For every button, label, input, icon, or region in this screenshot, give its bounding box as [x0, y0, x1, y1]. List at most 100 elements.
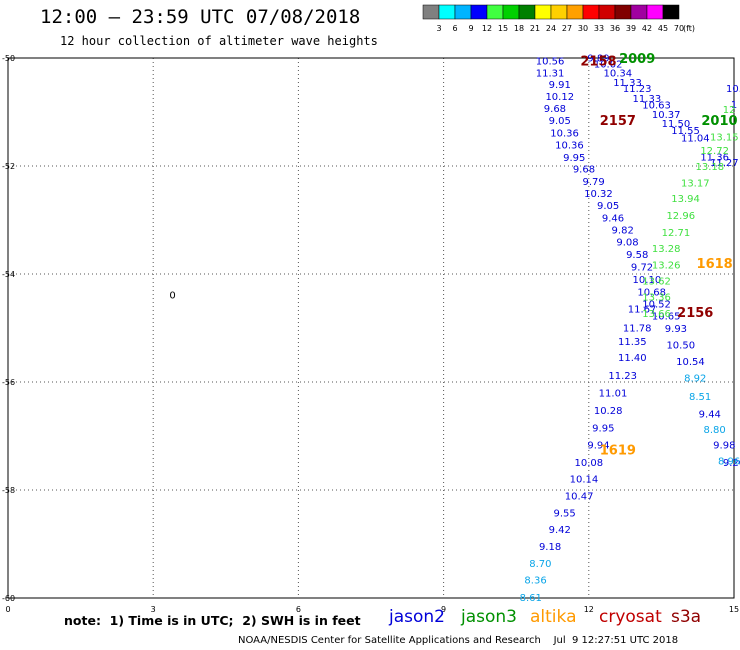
x-tick-label: 6 — [296, 605, 301, 614]
wave-height-label: 10.52 — [642, 300, 671, 311]
pass-time-label: 2157 — [600, 114, 636, 129]
wave-height-label: 10.47 — [565, 491, 594, 502]
wave-height-label: 9.72 — [631, 262, 653, 273]
pass-time-label: 2010 — [701, 114, 737, 129]
wave-height-label: 13.26 — [652, 260, 681, 271]
wave-height-label: 10.28 — [594, 406, 623, 417]
wave-height-label: 10.54 — [676, 357, 705, 368]
colorbar-swatch — [534, 4, 552, 20]
colorbar-swatch — [662, 4, 680, 20]
wave-height-label: 9.55 — [553, 509, 575, 520]
pass-time-label: 2156 — [677, 306, 713, 321]
wave-height-label: 11.23 — [623, 84, 652, 95]
wave-height-label: 13.62 — [642, 276, 671, 287]
colorbar-swatch — [486, 4, 504, 20]
wave-height-label: 11.33 — [633, 94, 662, 105]
wave-height-label: 8.80 — [704, 425, 726, 436]
pass-time-label: 1618 — [697, 257, 733, 272]
colorbar-label: (ft) — [683, 24, 695, 33]
wave-height-label: 1 — [731, 100, 737, 111]
wave-height-label: 9.58 — [626, 250, 648, 261]
plot-frame — [7, 57, 735, 599]
colorbar-swatch — [518, 4, 536, 20]
colorbar-label: 9 — [468, 24, 473, 33]
pass-time-labels: 2158 2009 2157 2010 1618 2156 1619 — [580, 52, 737, 459]
wave-height-label: 13.94 — [671, 194, 700, 205]
wave-height-label: 9.93 — [665, 324, 687, 335]
wave-height-label: 10.36 — [550, 129, 579, 140]
wave-height-label: 8.61 — [520, 593, 542, 604]
wave-height-label: 11.04 — [681, 133, 710, 144]
x-tick-label: 15 — [729, 605, 739, 614]
wave-height-label: 10.02 — [594, 59, 623, 70]
chart-subtitle: 12 hour collection of altimeter wave hei… — [60, 34, 378, 48]
wave-height-label: 11.55 — [671, 126, 700, 137]
wave-height-label: 9.08 — [616, 238, 638, 249]
wave-height-label: 10.10 — [633, 275, 662, 286]
y-tick-label: -58 — [2, 486, 15, 495]
wave-height-label: 12.72 — [700, 146, 729, 157]
pass-time-label: 2009 — [619, 52, 655, 67]
legend-s3a: s3a — [671, 607, 702, 627]
wave-height-label: 9.20 — [723, 458, 740, 469]
colorbar-swatch — [598, 4, 616, 20]
wave-height-label: 9.44 — [699, 409, 721, 420]
colorbar-swatch — [646, 4, 664, 20]
wave-height-label: 10.36 — [555, 140, 584, 151]
wave-height-label: 10.34 — [604, 69, 633, 80]
colorbar-label: 21 — [530, 24, 540, 33]
colorbar-label: 18 — [514, 24, 524, 33]
wave-height-label: 12 — [723, 105, 736, 116]
wave-height-label: 8.70 — [529, 559, 551, 570]
wave-height-label: 9.68 — [573, 165, 595, 176]
wave-height-label: 8.96 — [718, 456, 740, 467]
wave-height-label: 9.91 — [549, 80, 571, 91]
legend-jason3: jason3 — [461, 607, 517, 627]
colorbar-swatch — [550, 4, 568, 20]
colorbar-swatch — [470, 4, 488, 20]
wave-height-label: 9.42 — [549, 525, 571, 536]
colorbar-label: 39 — [626, 24, 636, 33]
wave-height-label: 10.56 — [536, 57, 565, 68]
colorbar-swatch — [454, 4, 472, 20]
wave-height-label: 13.17 — [681, 179, 710, 190]
wave-height-label: 11.36 — [700, 152, 729, 163]
legend-jason2: jason2 — [389, 607, 445, 627]
wave-height-label: 13.36 — [642, 293, 671, 304]
wave-height-label: 11.27 — [710, 158, 739, 169]
footnote: note: 1) Time is in UTC; 2) SWH is in fe… — [64, 613, 361, 628]
wave-height-label: 10.65 — [652, 312, 681, 323]
colorbar-swatch — [614, 4, 632, 20]
colorbar-label: 6 — [452, 24, 457, 33]
chart-title: 12:00 – 23:59 UTC 07/08/2018 — [40, 6, 361, 28]
colorbar-label: 42 — [642, 24, 652, 33]
colorbar-label: 15 — [498, 24, 508, 33]
wave-height-label: 9.05 — [597, 201, 619, 212]
x-tick-label: 0 — [5, 605, 10, 614]
pass-time-label: 1619 — [600, 444, 636, 459]
credit-line: NOAA/NESDIS Center for Satellite Applica… — [238, 635, 679, 646]
colorbar-swatch — [582, 4, 600, 20]
wave-height-label: 12.71 — [662, 228, 691, 239]
colorbar-swatch — [566, 4, 584, 20]
wave-height-label: 11.31 — [536, 69, 565, 80]
grid-lines — [8, 58, 734, 598]
wave-height-label: 11.35 — [618, 337, 647, 348]
wave-height-label: 9.79 — [583, 177, 605, 188]
wave-height-label: 10.50 — [666, 341, 695, 352]
wave-height-label: 10.12 — [545, 92, 574, 103]
colorbar: 3 6 9 12 15 18 21 24 27 30 33 36 39 42 45 70(ft) — [422, 4, 695, 33]
y-tick-label: -54 — [2, 270, 15, 279]
legend-altika: altika — [530, 607, 577, 627]
colorbar-swatch — [422, 4, 440, 20]
x-tick-label: 3 — [151, 605, 156, 614]
wave-height-label: 11.50 — [662, 119, 691, 130]
wave-height-label: 9.18 — [539, 542, 561, 553]
wave-height-label: 10.14 — [570, 475, 599, 486]
wave-height-label: 13.28 — [652, 244, 681, 255]
island-marker: 0 — [169, 291, 175, 302]
y-tick-label: -50 — [2, 54, 15, 63]
colorbar-label: 30 — [578, 24, 588, 33]
colorbar-label: 3 — [436, 24, 441, 33]
wave-height-label: 10.08 — [574, 458, 603, 469]
